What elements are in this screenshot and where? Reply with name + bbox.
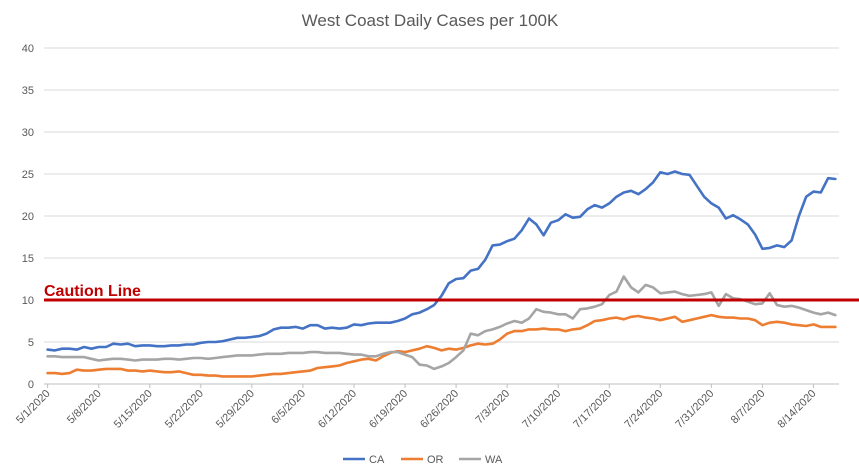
y-tick-label: 35 [22, 85, 34, 97]
y-tick-label: 30 [22, 127, 34, 139]
caution-line-label: Caution Line [44, 283, 141, 300]
series-line-or [46, 313, 837, 378]
legend-label-or: OR [427, 454, 444, 466]
y-axis-ticks: 0 5 10 15 20 25 30 35 40 [22, 43, 34, 391]
y-tick-label: 5 [28, 337, 34, 349]
y-tick-label: 20 [22, 211, 34, 223]
chart-title: West Coast Daily Cases per 100K [302, 11, 559, 30]
y-tick-label: 10 [22, 295, 34, 307]
y-tick-label: 40 [22, 43, 34, 55]
series-line-ca [46, 170, 837, 352]
legend-label-wa: WA [485, 454, 503, 466]
y-tick-label: 15 [22, 253, 34, 265]
y-tick-label: 0 [28, 379, 34, 391]
caution-line-group: Caution Line [44, 283, 859, 302]
legend: CA OR WA [343, 454, 503, 466]
series-lines [46, 170, 837, 378]
series-line-wa [46, 275, 837, 371]
legend-label-ca: CA [369, 454, 385, 466]
y-tick-label: 25 [22, 169, 34, 181]
